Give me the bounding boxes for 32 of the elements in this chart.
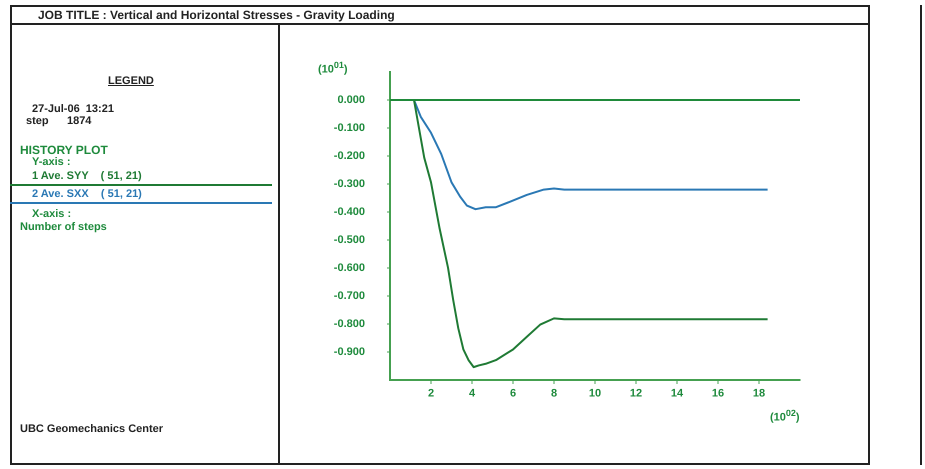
text: 27-Jul-06 13:21 [32,103,114,115]
x-tick-label: 4 [468,388,476,400]
x-tick-label: 8 [550,388,558,400]
y-tick-label: -0.900 [334,346,365,358]
x-tick-label: 12 [630,388,642,400]
text: 2 Ave. SXX ( 51, 21) [32,188,142,200]
y-tick-label: -0.600 [334,262,365,274]
y-tick-label: -0.800 [334,318,365,330]
text: Number of steps [20,221,107,233]
text: X-axis : [32,208,72,220]
text: UBC Geomechanics Center [20,423,164,435]
y-axis-title: (10$^{01}$) [318,60,348,76]
text: step 1874 [26,115,92,127]
x-tick-label: 10 [588,388,602,400]
y-tick-label: -0.200 [334,150,365,162]
text: LEGEND [108,75,154,87]
y-tick-label: 0.000 [337,94,365,106]
y-tick-label: -0.400 [334,206,365,218]
x-axis-title: (10$^{02}$) [770,408,800,424]
text: HISTORY PLOT [20,143,108,157]
y-tick-label: -0.300 [334,178,365,190]
y-tick-label: -0.100 [334,122,365,134]
x-tick-label: 14 [670,388,684,400]
x-tick-label: 16 [712,388,724,400]
x-tick-label: 6 [510,388,516,400]
y-tick-label: -0.500 [334,234,365,246]
x-tick-label: 18 [752,388,766,400]
y-tick-label: -0.700 [334,290,365,302]
x-tick-label: 2 [428,388,434,400]
text: JOB TITLE : Vertical and Horizontal Stresses - Gravity Loading [10,5,870,25]
text: 1 Ave. SYY ( 51, 21) [32,170,142,182]
text: Y-axis : [32,156,71,168]
